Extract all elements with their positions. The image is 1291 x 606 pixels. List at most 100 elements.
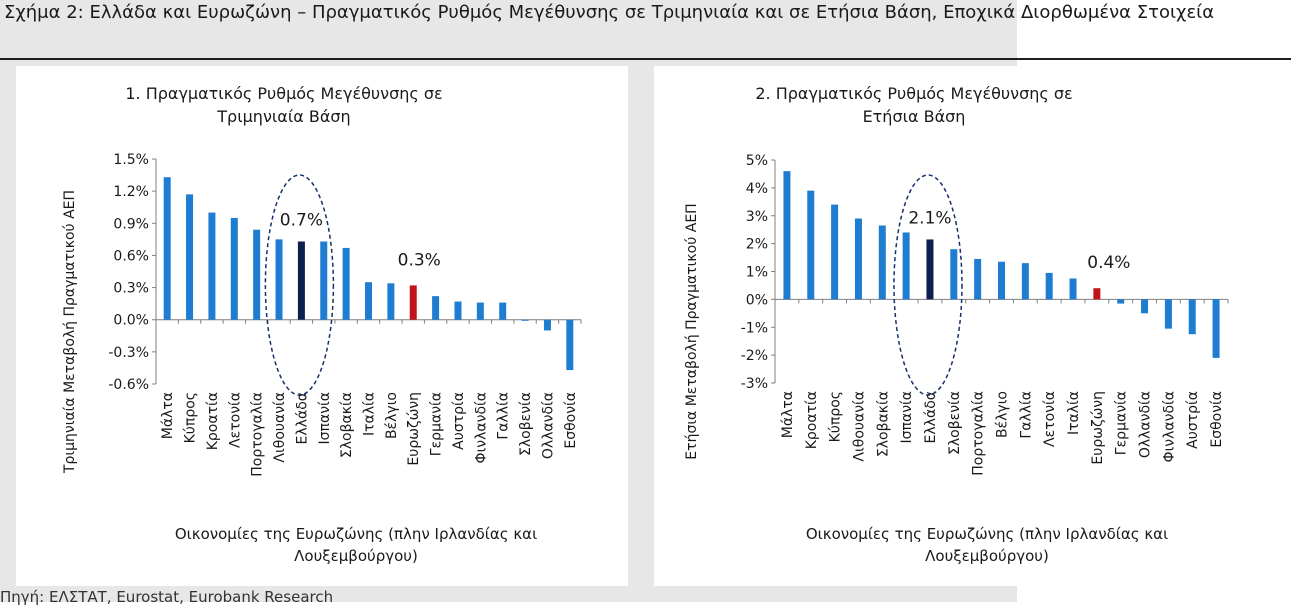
chart1-category-label: Γαλλία [1018,391,1034,439]
chart1-y-tick-label: 1% [746,265,768,281]
chart1-bar [950,249,958,300]
chart0-eurozone-value-label: 0.3% [398,250,441,270]
chart0-bar [320,241,328,320]
chart0-category-label: Σλοβακία [339,392,355,458]
chart1-bar [1045,272,1053,300]
figure-title: Σχήμα 2: Ελλάδα και Ευρωζώνη – Πραγματικ… [4,2,1215,23]
chart0-bar [432,296,440,320]
chart0-bar [186,194,194,320]
chart0-category-label: Λιθουανία [272,392,288,463]
chart0-y-tick-label: 0.3% [113,281,149,297]
chart0-category-label: Λετονία [227,392,243,448]
chart0-bar [342,247,350,320]
chart1-category-label: Πορτογαλία [971,391,987,476]
chart0-title-line1: 1. Πραγματικός Ρυθμός Μεγέθυνσης σε [125,84,442,103]
chart1-category-label: Κύπρος [828,391,844,442]
chart1-title-line1: 2. Πραγματικός Ρυθμός Μεγέθυνσης σε [755,84,1072,103]
chart0-bar [163,177,171,320]
chart1-bar [878,225,886,300]
chart0-bar [454,301,462,320]
chart0-y-tick-label: 0.0% [113,313,149,329]
chart1-category-label: Κροατία [804,391,820,449]
chart0-category-label: Μάλτα [160,392,176,439]
chart1-y-tick-label: -1% [741,320,768,336]
chart0-y-axis-title: Τριμηνιαία Μεταβολή Πραγματικού ΑΕΠ [62,190,78,474]
title-rule [0,58,1291,60]
chart1-category-label: Αυστρία [1185,391,1201,449]
chart1-bar [783,171,791,300]
chart0-category-label: Ολλανδία [540,392,556,459]
chart1-y-axis-title: Ετήσια Μεταβολή Πραγματικού ΑΕΠ [684,203,700,459]
chart-panel-quarterly: 1. Πραγματικός Ρυθμός Μεγέθυνσης σε Τριμη… [16,66,628,586]
chart0-bar [543,319,551,331]
chart0-y-tick-label: 0.6% [113,248,149,264]
chart1-category-label: Φινλανδία [1161,391,1177,462]
chart1-category-label: Γερμανία [1114,391,1130,455]
chart1-category-label: Ευρωζώνη [1090,391,1106,465]
chart0-bar [521,319,529,321]
chart-panel-annual: 2. Πραγματικός Ρυθμός Μεγέθυνσης σε Ετήσι… [654,66,1254,586]
source-note: Πηγή: ΕΛΣΤΑΤ, Eurostat, Eurobank Researc… [0,588,334,606]
chart0-bar [476,302,484,320]
chart1-y-tick-label: 3% [746,209,768,225]
chart0-category-label: Εσθονία [563,392,579,449]
chart1-bar [926,239,934,300]
chart0-bar [409,285,417,320]
chart1-y-tick-label: 2% [746,237,768,253]
chart1-bar [1093,288,1101,300]
chart1-category-label: Ελλάδα [923,391,939,443]
chart0-bar [253,229,261,320]
chart0-x-axis-title-line2: Λουξεμβούργου) [294,547,418,565]
chart1-category-label: Βέλγιο [995,391,1011,438]
chart0-category-label: Αυστρία [451,392,467,450]
chart0-category-label: Ελλάδα [294,392,310,444]
chart1-bar [831,204,839,300]
chart0-category-label: Σλοβενία [518,392,534,456]
chart1-bar [974,258,982,300]
chart0-category-label: Ευρωζώνη [406,392,422,466]
quarterly-growth-chart: 1. Πραγματικός Ρυθμός Μεγέθυνσης σε Τριμη… [62,84,582,565]
chart1-category-label: Μάλτα [780,391,796,438]
chart1-bar [1141,299,1149,314]
chart0-bar [566,319,574,371]
chart0-greece-value-label: 0.7% [280,211,323,231]
chart0-bar [208,212,216,320]
chart1-y-tick-label: -2% [741,348,768,364]
chart1-y-tick-label: 5% [746,153,768,169]
chart1-category-label: Ολλανδία [1138,391,1154,458]
chart0-y-tick-label: 0.9% [113,216,149,232]
chart1-bar [1212,299,1220,358]
chart1-greece-highlight-ellipse [893,174,963,396]
chart0-category-label: Κροατία [205,392,221,450]
chart1-bar [1021,263,1029,300]
chart1-bar [807,190,815,300]
chart0-x-axis-title-line1: Οικονομίες της Ευρωζώνης (πλην Ιρλανδίας… [175,525,537,543]
chart1-category-label: Λετονία [1042,391,1058,447]
chart1-bar [902,232,910,300]
chart0-category-label: Γερμανία [429,392,445,456]
chart1-x-axis-title-line2: Λουξεμβούργου) [925,547,1049,565]
chart1-bar [1164,299,1172,329]
chart0-category-label: Κύπρος [183,392,199,443]
chart0-bar [365,282,372,320]
chart1-x-axis-title-line1: Οικονομίες της Ευρωζώνης (πλην Ιρλανδίας… [806,525,1168,543]
chart1-bar [1069,278,1077,300]
chart0-bar [297,241,305,320]
chart0-y-tick-label: 1.5% [113,152,149,168]
chart1-greece-value-label: 2.1% [908,208,951,228]
chart1-category-label: Ιταλία [1066,391,1082,435]
chart0-category-label: Φινλανδία [473,392,489,463]
chart1-bar [1188,299,1196,335]
chart1-bar [1117,299,1125,304]
chart1-category-label: Λιθουανία [851,391,867,462]
chart1-category-label: Ισπανία [899,391,915,443]
chart1-y-tick-label: 0% [746,292,768,308]
chart0-bar [499,302,507,320]
chart1-category-label: Εσθονία [1209,391,1225,448]
chart0-bar [387,283,395,320]
chart0-y-tick-label: -0.3% [108,345,149,361]
annual-growth-chart: 2. Πραγματικός Ρυθμός Μεγέθυνσης σε Ετήσι… [684,84,1229,565]
chart0-bar [275,239,283,320]
chart0-title-line2: Τριμηνιαία Βάση [216,107,350,126]
chart0-bar [230,217,238,320]
